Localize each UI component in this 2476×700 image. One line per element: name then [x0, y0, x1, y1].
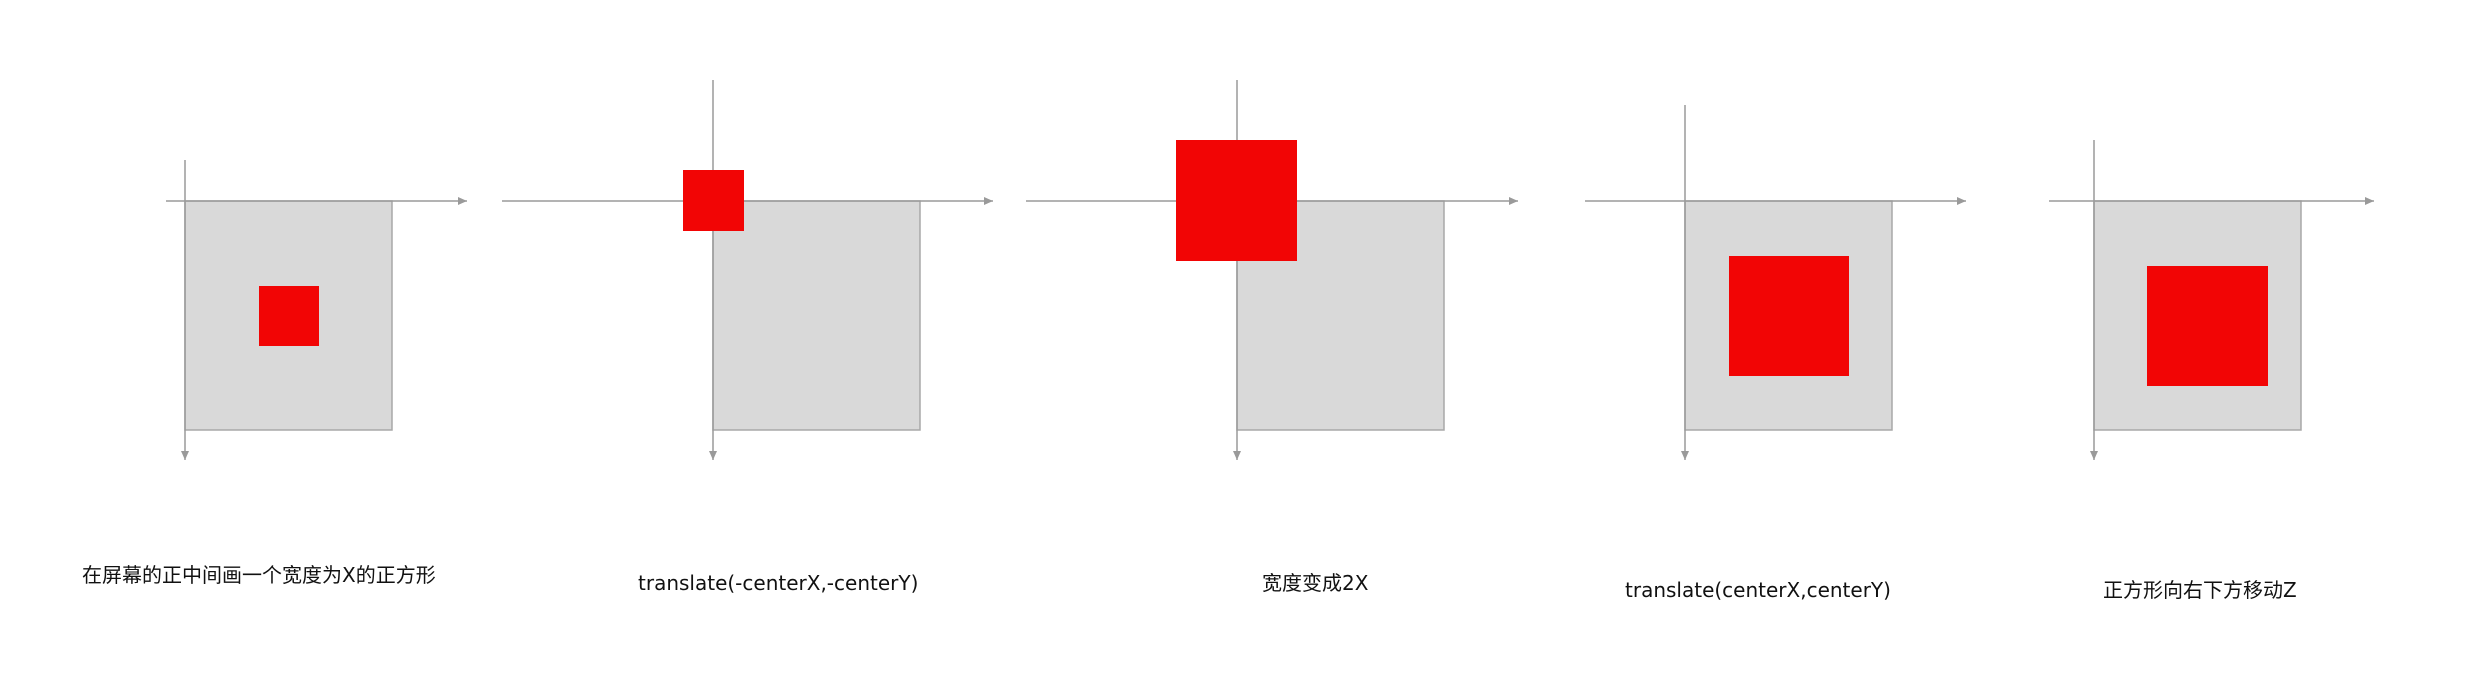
panel-3-scale-2x [1026, 80, 1518, 460]
red-square [1729, 256, 1849, 376]
red-square [1176, 140, 1297, 261]
red-square [259, 286, 319, 346]
caption-step-2: translate(-centerX,-centerY) [638, 571, 919, 595]
caption-step-5: 正方形向右下方移动Z [2103, 578, 2297, 602]
screen-rect [712, 200, 921, 431]
caption-step-1: 在屏幕的正中间画一个宽度为X的正方形 [82, 563, 436, 587]
panel-1-centered-square [166, 160, 467, 460]
caption-step-3: 宽度变成2X [1262, 571, 1369, 595]
red-square [683, 170, 744, 231]
panel-4-translate-back [1585, 105, 1966, 460]
panel-2-translate-to-origin [502, 80, 993, 460]
caption-step-4: translate(centerX,centerY) [1625, 578, 1891, 602]
panel-5-moved-by-z [2049, 140, 2374, 460]
red-square [2147, 266, 2268, 386]
